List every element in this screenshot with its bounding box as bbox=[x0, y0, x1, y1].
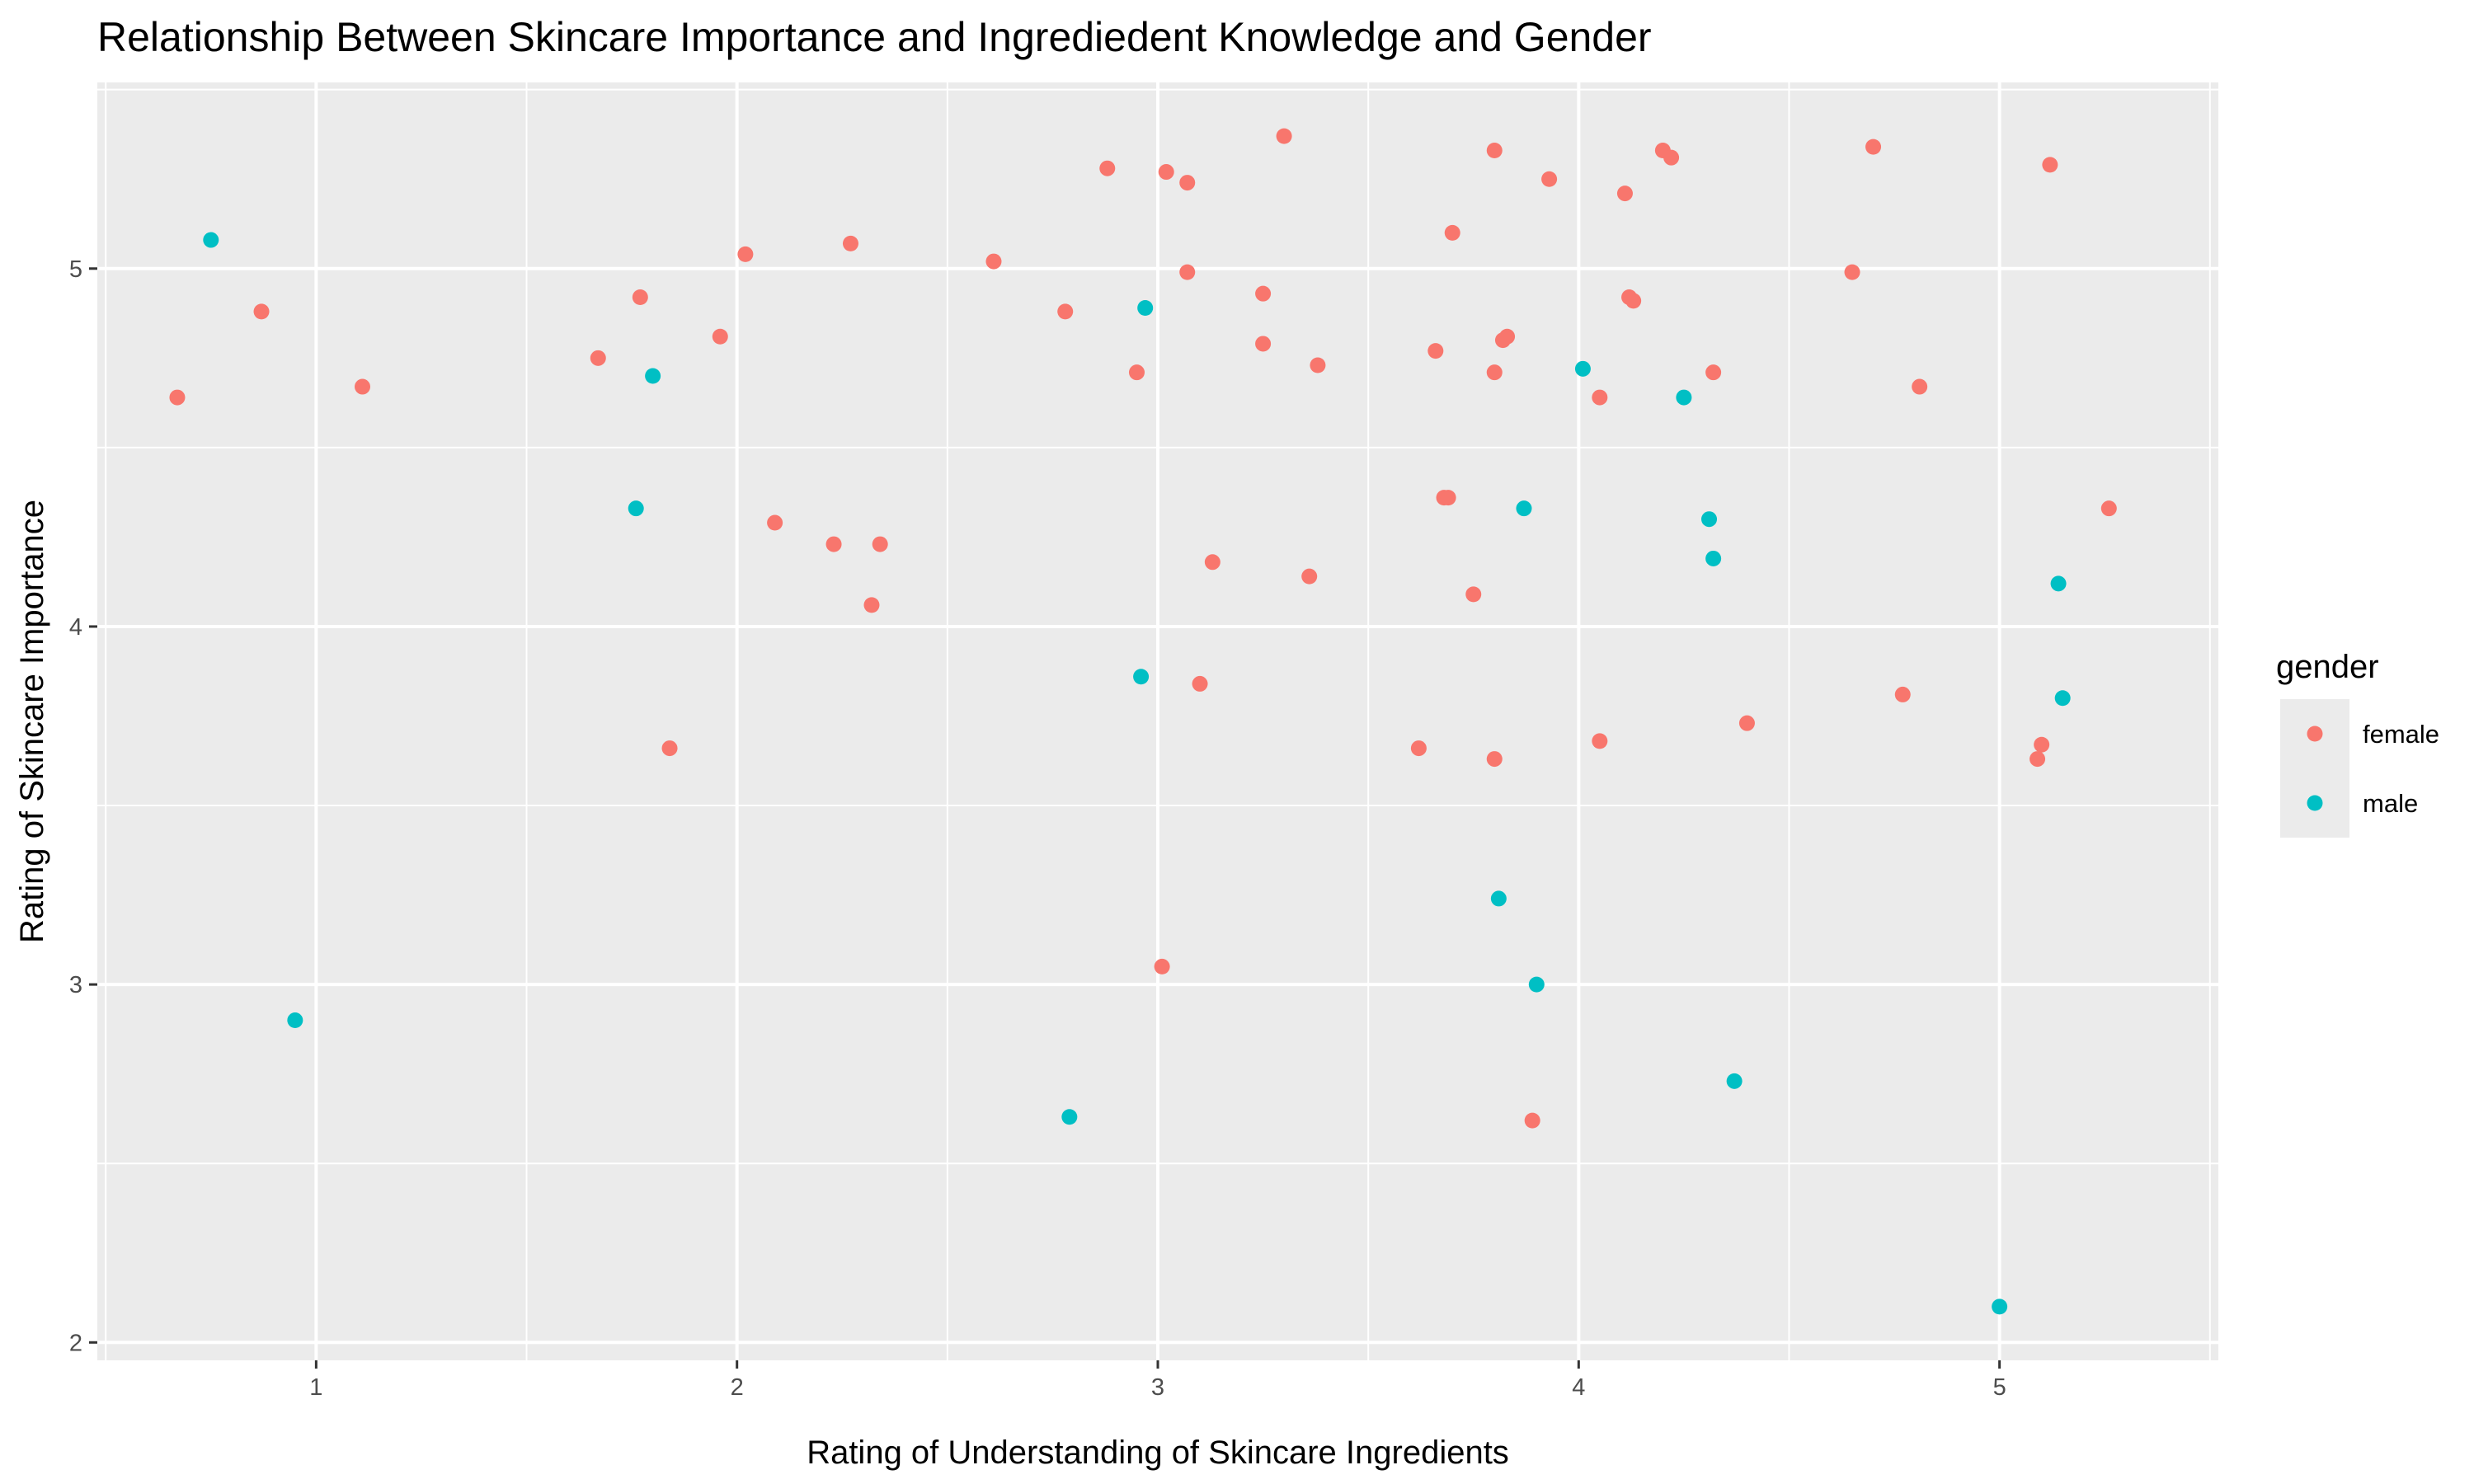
male-point bbox=[287, 1012, 303, 1029]
male-point bbox=[1490, 890, 1507, 907]
female-point bbox=[1486, 142, 1503, 158]
male-point bbox=[1676, 389, 1692, 406]
female-point bbox=[1410, 740, 1427, 757]
female-point bbox=[169, 389, 186, 406]
male-point bbox=[628, 500, 644, 517]
x-tick-label: 3 bbox=[1151, 1374, 1164, 1401]
female-point bbox=[872, 536, 888, 552]
legend-symbol-male bbox=[2307, 795, 2323, 811]
y-axis-title: Rating of Skincare Importance bbox=[14, 500, 50, 943]
y-tick-label: 5 bbox=[69, 256, 82, 283]
female-point bbox=[632, 289, 648, 306]
male-point bbox=[1061, 1109, 1078, 1125]
female-point bbox=[1179, 264, 1196, 280]
x-tick-label: 5 bbox=[1993, 1374, 2006, 1401]
female-point bbox=[1444, 224, 1460, 241]
female-point bbox=[1192, 675, 1208, 692]
male-point bbox=[2050, 575, 2067, 592]
female-point bbox=[1705, 364, 1722, 381]
female-point bbox=[825, 536, 842, 552]
male-point bbox=[645, 368, 661, 384]
female-point bbox=[1301, 568, 1318, 585]
female-point bbox=[1154, 958, 1170, 974]
female-point bbox=[863, 597, 880, 613]
female-point bbox=[767, 514, 783, 531]
legend: gender female male bbox=[2276, 649, 2439, 838]
female-point bbox=[1128, 364, 1145, 381]
female-point bbox=[1663, 149, 1680, 166]
y-tick-label: 4 bbox=[69, 614, 82, 641]
female-point bbox=[1865, 139, 1882, 155]
female-point bbox=[1440, 490, 1456, 506]
female-point bbox=[2100, 500, 2117, 517]
female-point bbox=[1255, 336, 1272, 352]
female-point bbox=[1099, 160, 1116, 176]
legend-label-male: male bbox=[2363, 789, 2418, 818]
male-point bbox=[1992, 1298, 2008, 1315]
female-point bbox=[590, 350, 606, 366]
female-point bbox=[1276, 128, 1292, 144]
female-point bbox=[1486, 751, 1503, 768]
chart-title: Relationship Between Skincare Importance… bbox=[97, 14, 1652, 60]
female-point bbox=[737, 246, 754, 262]
female-point bbox=[1179, 175, 1196, 191]
female-point bbox=[1592, 733, 1608, 749]
female-point bbox=[1427, 343, 1444, 359]
x-tick-label: 4 bbox=[1572, 1374, 1585, 1401]
female-point bbox=[1486, 364, 1503, 381]
female-point bbox=[1616, 186, 1633, 202]
female-point bbox=[253, 303, 270, 320]
female-point bbox=[1625, 293, 1642, 309]
male-point bbox=[2054, 690, 2071, 707]
female-point bbox=[1541, 171, 1558, 187]
data-points bbox=[169, 128, 2117, 1315]
x-axis-title: Rating of Understanding of Skincare Ingr… bbox=[807, 1435, 1509, 1471]
male-point bbox=[1528, 976, 1545, 993]
x-tick-label: 2 bbox=[731, 1374, 744, 1401]
female-point bbox=[1524, 1112, 1540, 1129]
female-point bbox=[712, 328, 728, 345]
legend-label-female: female bbox=[2363, 720, 2439, 749]
grid-major bbox=[97, 82, 2218, 1360]
female-point bbox=[2034, 736, 2050, 753]
female-point bbox=[1255, 285, 1272, 302]
male-point bbox=[1137, 300, 1154, 317]
male-point bbox=[1133, 669, 1150, 685]
female-point bbox=[1057, 303, 1074, 320]
male-point bbox=[1574, 360, 1591, 377]
legend-title: gender bbox=[2276, 649, 2379, 685]
female-point bbox=[2042, 157, 2058, 173]
female-point bbox=[1592, 389, 1608, 406]
male-point bbox=[1516, 500, 1532, 517]
x-tick-label: 1 bbox=[309, 1374, 322, 1401]
female-point bbox=[985, 253, 1002, 270]
female-point bbox=[842, 235, 858, 251]
female-point bbox=[1465, 586, 1482, 603]
male-point bbox=[1705, 550, 1722, 566]
female-point bbox=[355, 378, 370, 395]
female-point bbox=[1738, 715, 1755, 731]
female-point bbox=[1310, 357, 1326, 373]
y-tick-label: 3 bbox=[69, 972, 82, 998]
female-point bbox=[1844, 264, 1860, 280]
female-point bbox=[2030, 751, 2046, 768]
female-point bbox=[1204, 554, 1221, 571]
y-tick-label: 2 bbox=[69, 1330, 82, 1356]
male-point bbox=[1726, 1073, 1743, 1089]
female-point bbox=[661, 740, 678, 757]
male-point bbox=[1701, 511, 1718, 528]
female-point bbox=[1894, 686, 1911, 702]
female-point bbox=[1158, 164, 1174, 181]
female-point bbox=[1499, 328, 1516, 345]
legend-symbol-female bbox=[2307, 726, 2323, 742]
female-point bbox=[1912, 378, 1928, 395]
axis-ticks: 1 2 3 4 5 2 3 4 5 bbox=[69, 256, 2006, 1401]
male-point bbox=[203, 232, 219, 248]
